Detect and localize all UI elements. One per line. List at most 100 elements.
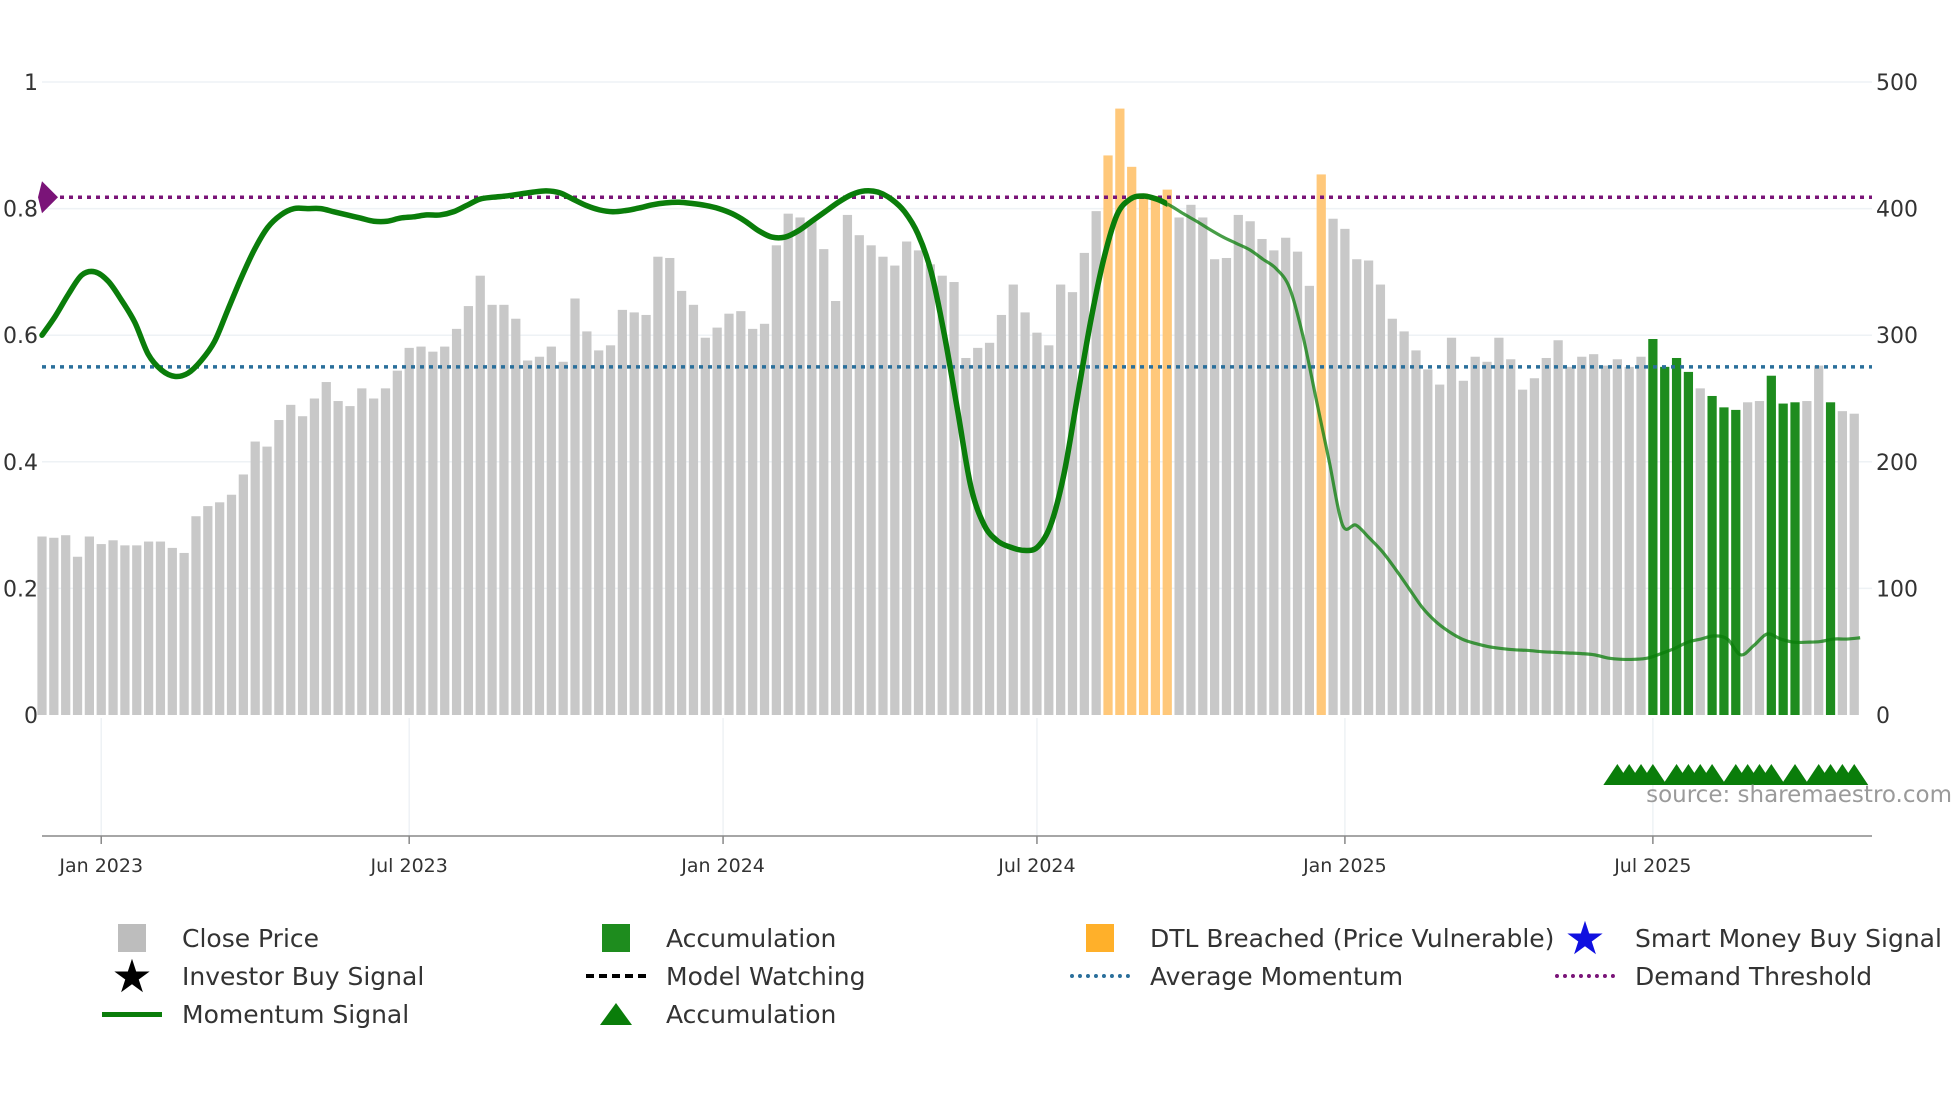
- price-bar: [1541, 357, 1551, 715]
- accumulation-markers: [1603, 764, 1869, 785]
- legend-label: Accumulation: [666, 923, 837, 953]
- y-right-tick-label: 300: [1876, 324, 1918, 349]
- price-bar: [1636, 356, 1646, 715]
- price-bar: [1446, 337, 1457, 715]
- price-bar: [511, 318, 521, 715]
- momentum-signal: [39, 187, 1861, 662]
- price-bar: [1352, 259, 1362, 715]
- accumulation-marker: [1698, 764, 1727, 785]
- price-bar: [1470, 356, 1480, 715]
- price-bar: [1020, 312, 1030, 715]
- legend-item-momentum-signal: Momentum Signal: [90, 996, 409, 1032]
- price-bar: [676, 290, 687, 715]
- price-bar: [143, 541, 154, 715]
- price-bar: [1138, 193, 1149, 715]
- price-bar: [1198, 217, 1208, 715]
- price-bar: [1482, 361, 1492, 715]
- price-bar: [49, 537, 59, 715]
- accumulation-marker: [1757, 764, 1786, 785]
- price-bar: [830, 301, 841, 715]
- price-bar: [1814, 365, 1824, 715]
- price-bar: [1387, 318, 1397, 715]
- accumulation-marker: [1781, 764, 1810, 785]
- price-bar: [759, 323, 770, 715]
- price-bar: [1517, 389, 1528, 715]
- price-bar: [653, 256, 663, 715]
- price-bar: [748, 328, 758, 715]
- price-bar: [132, 545, 142, 715]
- reference-lines: [38, 181, 1872, 369]
- price-bar: [155, 541, 166, 715]
- price-bar: [238, 474, 248, 715]
- price-bar: [286, 404, 296, 715]
- price-bar: [499, 304, 509, 715]
- price-bar: [1210, 259, 1220, 715]
- price-bar: [996, 314, 1007, 715]
- legend-item-accumulation: Accumulation: [574, 920, 836, 956]
- price-bar: [1032, 332, 1042, 715]
- price-bar: [1399, 331, 1409, 715]
- y-left-tick-label: 0.2: [3, 577, 38, 602]
- price-bar: [1577, 356, 1587, 715]
- legend-item-demand-threshold: Demand Threshold: [1543, 958, 1872, 994]
- price-bar: [1221, 257, 1232, 715]
- y-right-tick-label: 0: [1876, 704, 1890, 729]
- grey-square-icon: [118, 924, 146, 952]
- price-bar: [487, 304, 497, 715]
- price-bar: [333, 401, 343, 715]
- price-bar: [1825, 402, 1836, 715]
- price-bar: [250, 441, 260, 715]
- price-bar: [120, 545, 130, 715]
- price-bar: [771, 245, 781, 715]
- green-line-icon: [102, 1011, 162, 1017]
- legend-label: Average Momentum: [1150, 961, 1404, 991]
- price-bar: [629, 312, 639, 715]
- price-bar: [605, 345, 616, 715]
- orange-square-icon: [1086, 924, 1114, 952]
- price-bar: [1186, 204, 1196, 715]
- legend: Close Price Accumulation DTL Breached (P…: [0, 915, 1960, 1050]
- price-bar: [712, 327, 722, 715]
- price-bar: [523, 360, 533, 715]
- price-bar: [594, 350, 604, 715]
- price-bar: [925, 264, 935, 715]
- price-bar: [72, 556, 83, 715]
- axes: 0 0.2 0.4 0.6 0.8 1 0 100 200 300 400 500 Jan 2023 Ju…: [3, 71, 1918, 877]
- x-tick-label: Jul 2024: [997, 855, 1075, 877]
- price-bar: [428, 351, 438, 715]
- price-bar: [534, 356, 545, 715]
- price-bar: [1600, 365, 1611, 715]
- price-bar: [1067, 292, 1078, 715]
- price-bar: [724, 313, 734, 715]
- price-bar: [866, 245, 876, 715]
- legend-label: Model Watching: [666, 961, 866, 991]
- price-bar: [1411, 350, 1421, 715]
- price-bar: [1127, 166, 1137, 715]
- price-bar: [1671, 357, 1682, 715]
- price-bar: [262, 446, 272, 715]
- price-bar: [1435, 384, 1445, 715]
- price-bar: [1529, 378, 1540, 715]
- price-bar: [1292, 251, 1303, 716]
- price-bar: [1316, 174, 1326, 716]
- price-bar: [369, 398, 379, 715]
- price-bar: [191, 516, 201, 715]
- price-bar: [309, 398, 320, 715]
- y-left-tick-label: 0: [24, 704, 38, 729]
- price-bar: [1790, 402, 1800, 715]
- dotted-blue-line-icon: [1070, 974, 1130, 978]
- dotted-purple-line-icon: [1555, 974, 1615, 978]
- legend-label: Accumulation: [666, 999, 837, 1029]
- y-right-tick-label: 100: [1876, 577, 1918, 602]
- price-bar: [96, 544, 106, 715]
- y-left-tick-label: 0.8: [3, 198, 38, 223]
- price-bar: [357, 388, 367, 715]
- green-triangle-icon: [600, 1003, 632, 1025]
- price-bar: [807, 221, 817, 715]
- price-bar: [1458, 380, 1468, 715]
- green-square-icon: [602, 924, 630, 952]
- price-bar: [1849, 413, 1859, 715]
- price-bar: [1660, 366, 1670, 715]
- price-bar: [37, 536, 47, 715]
- price-bar: [1103, 155, 1113, 716]
